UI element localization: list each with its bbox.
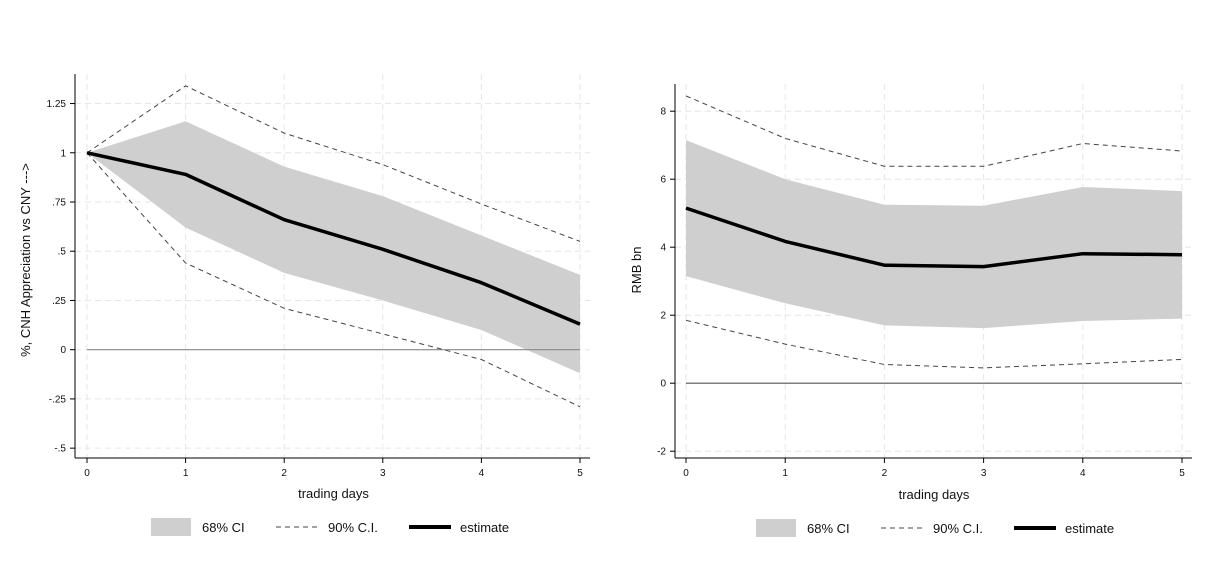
- y-tick-label: 0: [60, 345, 66, 356]
- legend-label-ci90: 90% C.I.: [933, 521, 983, 536]
- x-axis-title: trading days: [298, 486, 369, 501]
- x-tick-label: 4: [479, 468, 485, 479]
- ci90-lower-line: [86, 152, 581, 408]
- y-tick-label: .25: [52, 296, 66, 307]
- y-tick-label: -.25: [49, 394, 67, 405]
- legend-label-estimate: estimate: [1065, 521, 1114, 536]
- ci90-lower-line: [685, 319, 1183, 369]
- x-axis-title: trading days: [899, 487, 970, 502]
- y-tick-label: .5: [58, 247, 67, 258]
- legend: 68% CI 90% C.I. estimate: [756, 519, 1114, 537]
- y-tick-label: .75: [52, 198, 66, 209]
- x-tick-label: 5: [1179, 468, 1185, 479]
- ci68-band: [87, 121, 580, 374]
- y-tick-label: 1: [60, 148, 66, 159]
- y-axis-title: %, CNH Appreciation vs CNY --->: [18, 163, 33, 357]
- chart-1: -.5 -.25 0 .25 .5 .75 1 1.25 0 1 2 3 4 5 trading days%…: [18, 74, 590, 536]
- estimate-line: [86, 151, 581, 326]
- legend-swatch-ci68: [756, 519, 796, 537]
- x-tick-label: 1: [183, 468, 189, 479]
- legend-label-estimate: estimate: [460, 520, 509, 535]
- y-tick-label: 4: [660, 243, 666, 254]
- y-tick-label: -.5: [54, 444, 66, 455]
- x-tick-label: 1: [782, 468, 788, 479]
- estimate-line: [685, 206, 1183, 269]
- x-tick-label: 2: [281, 468, 287, 479]
- legend: 68% CI 90% C.I. estimate: [151, 518, 509, 536]
- y-tick-label: 1.25: [47, 99, 67, 110]
- legend-label-ci68: 68% CI: [202, 520, 245, 535]
- x-tick-label: 4: [1080, 468, 1086, 479]
- ci90-upper-line: [86, 85, 581, 242]
- x-tick-label: 0: [84, 468, 90, 479]
- x-tick-label: 2: [882, 468, 888, 479]
- legend-label-ci68: 68% CI: [807, 521, 850, 536]
- ci68-band: [686, 140, 1182, 329]
- legend-label-ci90: 90% C.I.: [328, 520, 378, 535]
- legend-swatch-ci68: [151, 518, 191, 536]
- x-tick-label: 5: [577, 468, 583, 479]
- y-tick-label: 6: [660, 175, 666, 186]
- x-tick-label: 3: [380, 468, 386, 479]
- y-tick-label: -2: [657, 447, 666, 458]
- y-tick-label: 0: [660, 379, 666, 390]
- y-tick-label: 2: [660, 311, 666, 322]
- y-axis-title: RMB bn: [629, 247, 644, 294]
- x-tick-label: 0: [683, 468, 689, 479]
- ci90-upper-line: [685, 95, 1183, 167]
- x-tick-label: 3: [981, 468, 987, 479]
- chart-2: -2 0 2 4 6 8 0 1 2 3 4 5 trading days RMB bn 68% CI 90%…: [629, 84, 1192, 537]
- y-tick-label: 8: [660, 107, 666, 118]
